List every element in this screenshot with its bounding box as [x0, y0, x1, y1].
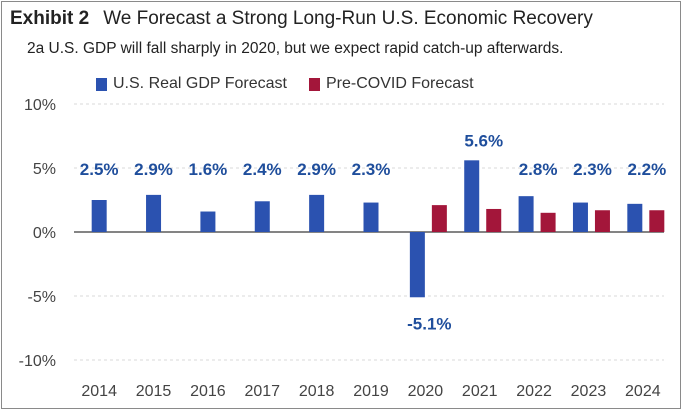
x-tick-label-2018: 2018: [299, 383, 335, 400]
bar-real-gdp-2018: [309, 194, 325, 232]
x-tick-label-2019: 2019: [353, 383, 389, 400]
bar-pre-covid-2021: [486, 208, 502, 232]
data-label-2015: 2.9%: [134, 160, 173, 179]
exhibit-label: Exhibit 2: [10, 8, 90, 29]
x-tick-label-2017: 2017: [244, 383, 280, 400]
y-tick-label: -5%: [28, 289, 56, 306]
bar-pre-covid-2023: [594, 210, 610, 232]
y-tick-label: -10%: [19, 353, 56, 370]
bar-real-gdp-2024: [627, 203, 643, 232]
data-label-2019: 2.3%: [352, 160, 391, 179]
legend-item-pre-covid: Pre-COVID Forecast: [308, 75, 474, 93]
bar-real-gdp-2017: [254, 201, 270, 232]
data-label-2021: 5.6%: [464, 131, 503, 150]
bar-real-gdp-2023: [572, 202, 588, 232]
x-tick-label-2020: 2020: [408, 383, 444, 400]
data-label-2022: 2.8%: [519, 160, 558, 179]
title-text: We Forecast a Strong Long-Run U.S. Econo…: [103, 8, 593, 29]
data-label-2014: 2.5%: [80, 160, 119, 179]
bar-real-gdp-2015: [146, 194, 162, 232]
x-tick-label-2014: 2014: [81, 383, 117, 400]
chart-subtitle: 2a U.S. GDP will fall sharply in 2020, b…: [27, 40, 564, 57]
legend: U.S. Real GDP Forecast Pre-COVID Forecas…: [96, 75, 496, 93]
bar-real-gdp-2016: [200, 211, 216, 232]
bar-real-gdp-2014: [91, 200, 107, 232]
x-tick-label-2016: 2016: [190, 383, 226, 400]
data-label-2016: 1.6%: [189, 160, 228, 179]
bar-pre-covid-2022: [540, 212, 556, 232]
x-tick-label-2021: 2021: [462, 383, 498, 400]
data-label-2024: 2.2%: [627, 160, 666, 179]
data-label-2018: 2.9%: [297, 160, 336, 179]
x-tick-label-2023: 2023: [571, 383, 607, 400]
bar-real-gdp-2021: [464, 160, 480, 232]
y-tick-label: 5%: [33, 161, 56, 178]
data-label-2023: 2.3%: [573, 160, 612, 179]
bar-real-gdp-2022: [518, 196, 534, 232]
x-tick-label-2024: 2024: [625, 383, 661, 400]
bar-real-gdp-2020: [409, 232, 425, 298]
data-label-2020: -5.1%: [407, 314, 451, 333]
bar-pre-covid-2020: [431, 205, 447, 232]
chart-title: Exhibit 2 We Forecast a Strong Long-Run U…: [10, 8, 593, 30]
y-tick-label: 10%: [24, 97, 56, 114]
bar-pre-covid-2024: [649, 210, 665, 232]
bar-real-gdp-2019: [363, 202, 379, 232]
data-label-2017: 2.4%: [243, 160, 282, 179]
legend-swatch-pre-covid: [308, 77, 320, 91]
legend-swatch-real-gdp: [96, 77, 107, 91]
x-tick-label-2022: 2022: [516, 383, 552, 400]
legend-label-pre-covid: Pre-COVID Forecast: [325, 75, 474, 92]
x-tick-label-2015: 2015: [136, 383, 172, 400]
legend-item-real-gdp: U.S. Real GDP Forecast: [96, 75, 287, 93]
y-tick-label: 0%: [33, 225, 56, 242]
legend-label-real-gdp: U.S. Real GDP Forecast: [113, 75, 287, 92]
